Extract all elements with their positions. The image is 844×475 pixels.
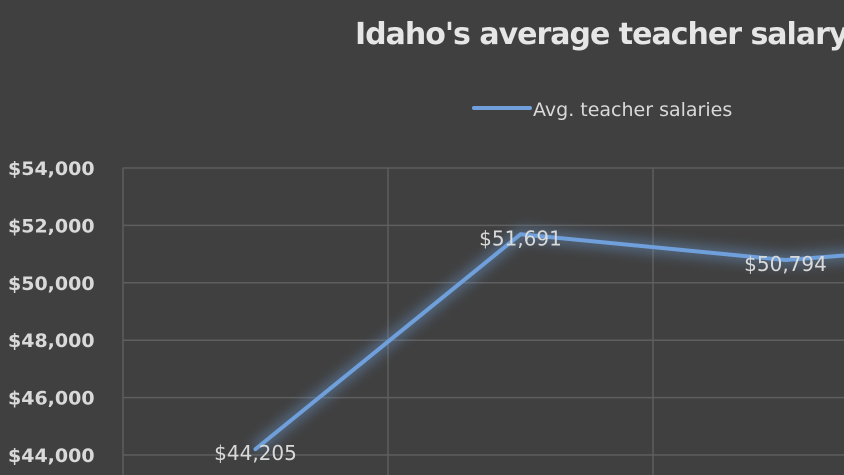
y-tick-label: $48,000 <box>8 330 95 352</box>
legend-label: Avg. teacher salaries <box>533 99 732 121</box>
series-avg-teacher-salaries <box>251 228 844 454</box>
data-labels: $44,205 $51,691 $50,794 <box>214 226 827 465</box>
gridlines <box>122 167 844 475</box>
series-line <box>253 232 844 452</box>
chart-title: Idaho's average teacher salary <box>355 17 844 52</box>
y-tick-label: $52,000 <box>8 215 95 237</box>
legend: Avg. teacher salaries <box>472 99 732 121</box>
y-tick-label: $54,000 <box>8 158 95 180</box>
data-label: $51,691 <box>479 226 562 250</box>
y-tick-label: $50,000 <box>8 273 95 295</box>
data-label: $50,794 <box>744 252 827 276</box>
y-axis: $54,000 $52,000 $50,000 $48,000 $46,000 $44,0… <box>8 158 95 467</box>
y-tick-label: $44,000 <box>8 445 95 467</box>
y-tick-label: $46,000 <box>8 388 95 410</box>
data-label: $44,205 <box>214 441 297 465</box>
